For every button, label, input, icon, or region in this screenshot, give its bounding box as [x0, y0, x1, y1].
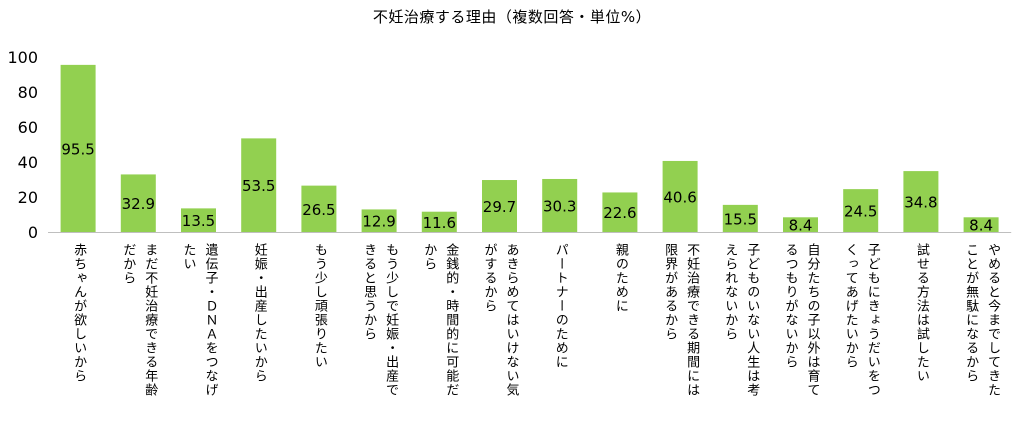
category-label: もう少しで妊娠・出産で きると思うから	[361, 243, 399, 397]
category-label: まだ不妊治療できる年齢 だから	[120, 243, 158, 397]
data-label: 30.3	[543, 197, 576, 215]
category-label: 不妊治療できる期間には 限界があるから	[662, 243, 700, 397]
bar	[181, 208, 216, 232]
category-label: 試せる方法は試したい	[913, 243, 929, 383]
data-label: 40.6	[663, 188, 696, 206]
bar	[482, 180, 517, 232]
bar	[783, 217, 818, 232]
data-label: 8.4	[969, 217, 993, 235]
y-tick-label: 0	[28, 223, 38, 242]
category-label: パートナーのために	[552, 243, 568, 369]
category-label: もう少し頑張りたい	[311, 243, 327, 369]
category-label: 赤ちゃんが欲しいから	[71, 243, 87, 383]
data-label: 11.6	[423, 214, 456, 232]
category-label: やめると今までしてきた ことが無駄になるから	[963, 243, 1001, 397]
data-label: 26.5	[302, 201, 335, 219]
data-label: 13.5	[182, 212, 215, 230]
bar	[843, 189, 879, 232]
category-label: 遺伝子・ＤＮＡをつなげ たい	[180, 243, 218, 397]
bar	[963, 217, 999, 232]
data-label: 95.5	[61, 140, 94, 158]
category-label: 自分たちの子以外は育て るつもりがないから	[782, 243, 820, 397]
chart-title: 不妊治療する理由（複数回答・単位%）	[372, 8, 652, 26]
data-label: 34.8	[904, 194, 937, 212]
data-label: 53.5	[242, 177, 275, 195]
data-label: 32.9	[122, 195, 155, 213]
bar	[60, 64, 96, 232]
data-label: 15.5	[724, 210, 757, 228]
bar	[542, 178, 578, 232]
data-label: 22.6	[603, 204, 636, 222]
bar	[421, 211, 457, 232]
bar	[662, 160, 698, 232]
category-label: 子どものいない人生は考 えられないから	[722, 243, 760, 397]
y-tick-label: 40	[18, 153, 38, 172]
y-tick-label: 100	[7, 48, 38, 67]
bar	[602, 192, 638, 232]
category-label: 妊娠・出産したいから	[251, 243, 267, 383]
category-label: あきらめてはいけない気 がするから	[481, 243, 519, 397]
category-label: 金銭的・時間的に可能だ から	[421, 243, 459, 397]
bar	[120, 174, 156, 232]
bar	[241, 138, 277, 232]
data-label: 8.4	[789, 217, 813, 235]
bar	[301, 185, 337, 232]
bar	[722, 204, 758, 232]
data-label: 12.9	[362, 213, 395, 231]
y-tick-label: 80	[18, 83, 38, 102]
bar	[361, 209, 397, 232]
category-label: 親のために	[612, 243, 628, 313]
category-label: 子どもにきょうだいをつ くってあげたいから	[842, 243, 880, 397]
data-label: 29.7	[483, 198, 516, 216]
y-tick-label: 20	[18, 188, 38, 207]
data-label: 24.5	[844, 203, 877, 221]
bar	[903, 171, 939, 232]
y-tick-label: 60	[18, 118, 38, 137]
